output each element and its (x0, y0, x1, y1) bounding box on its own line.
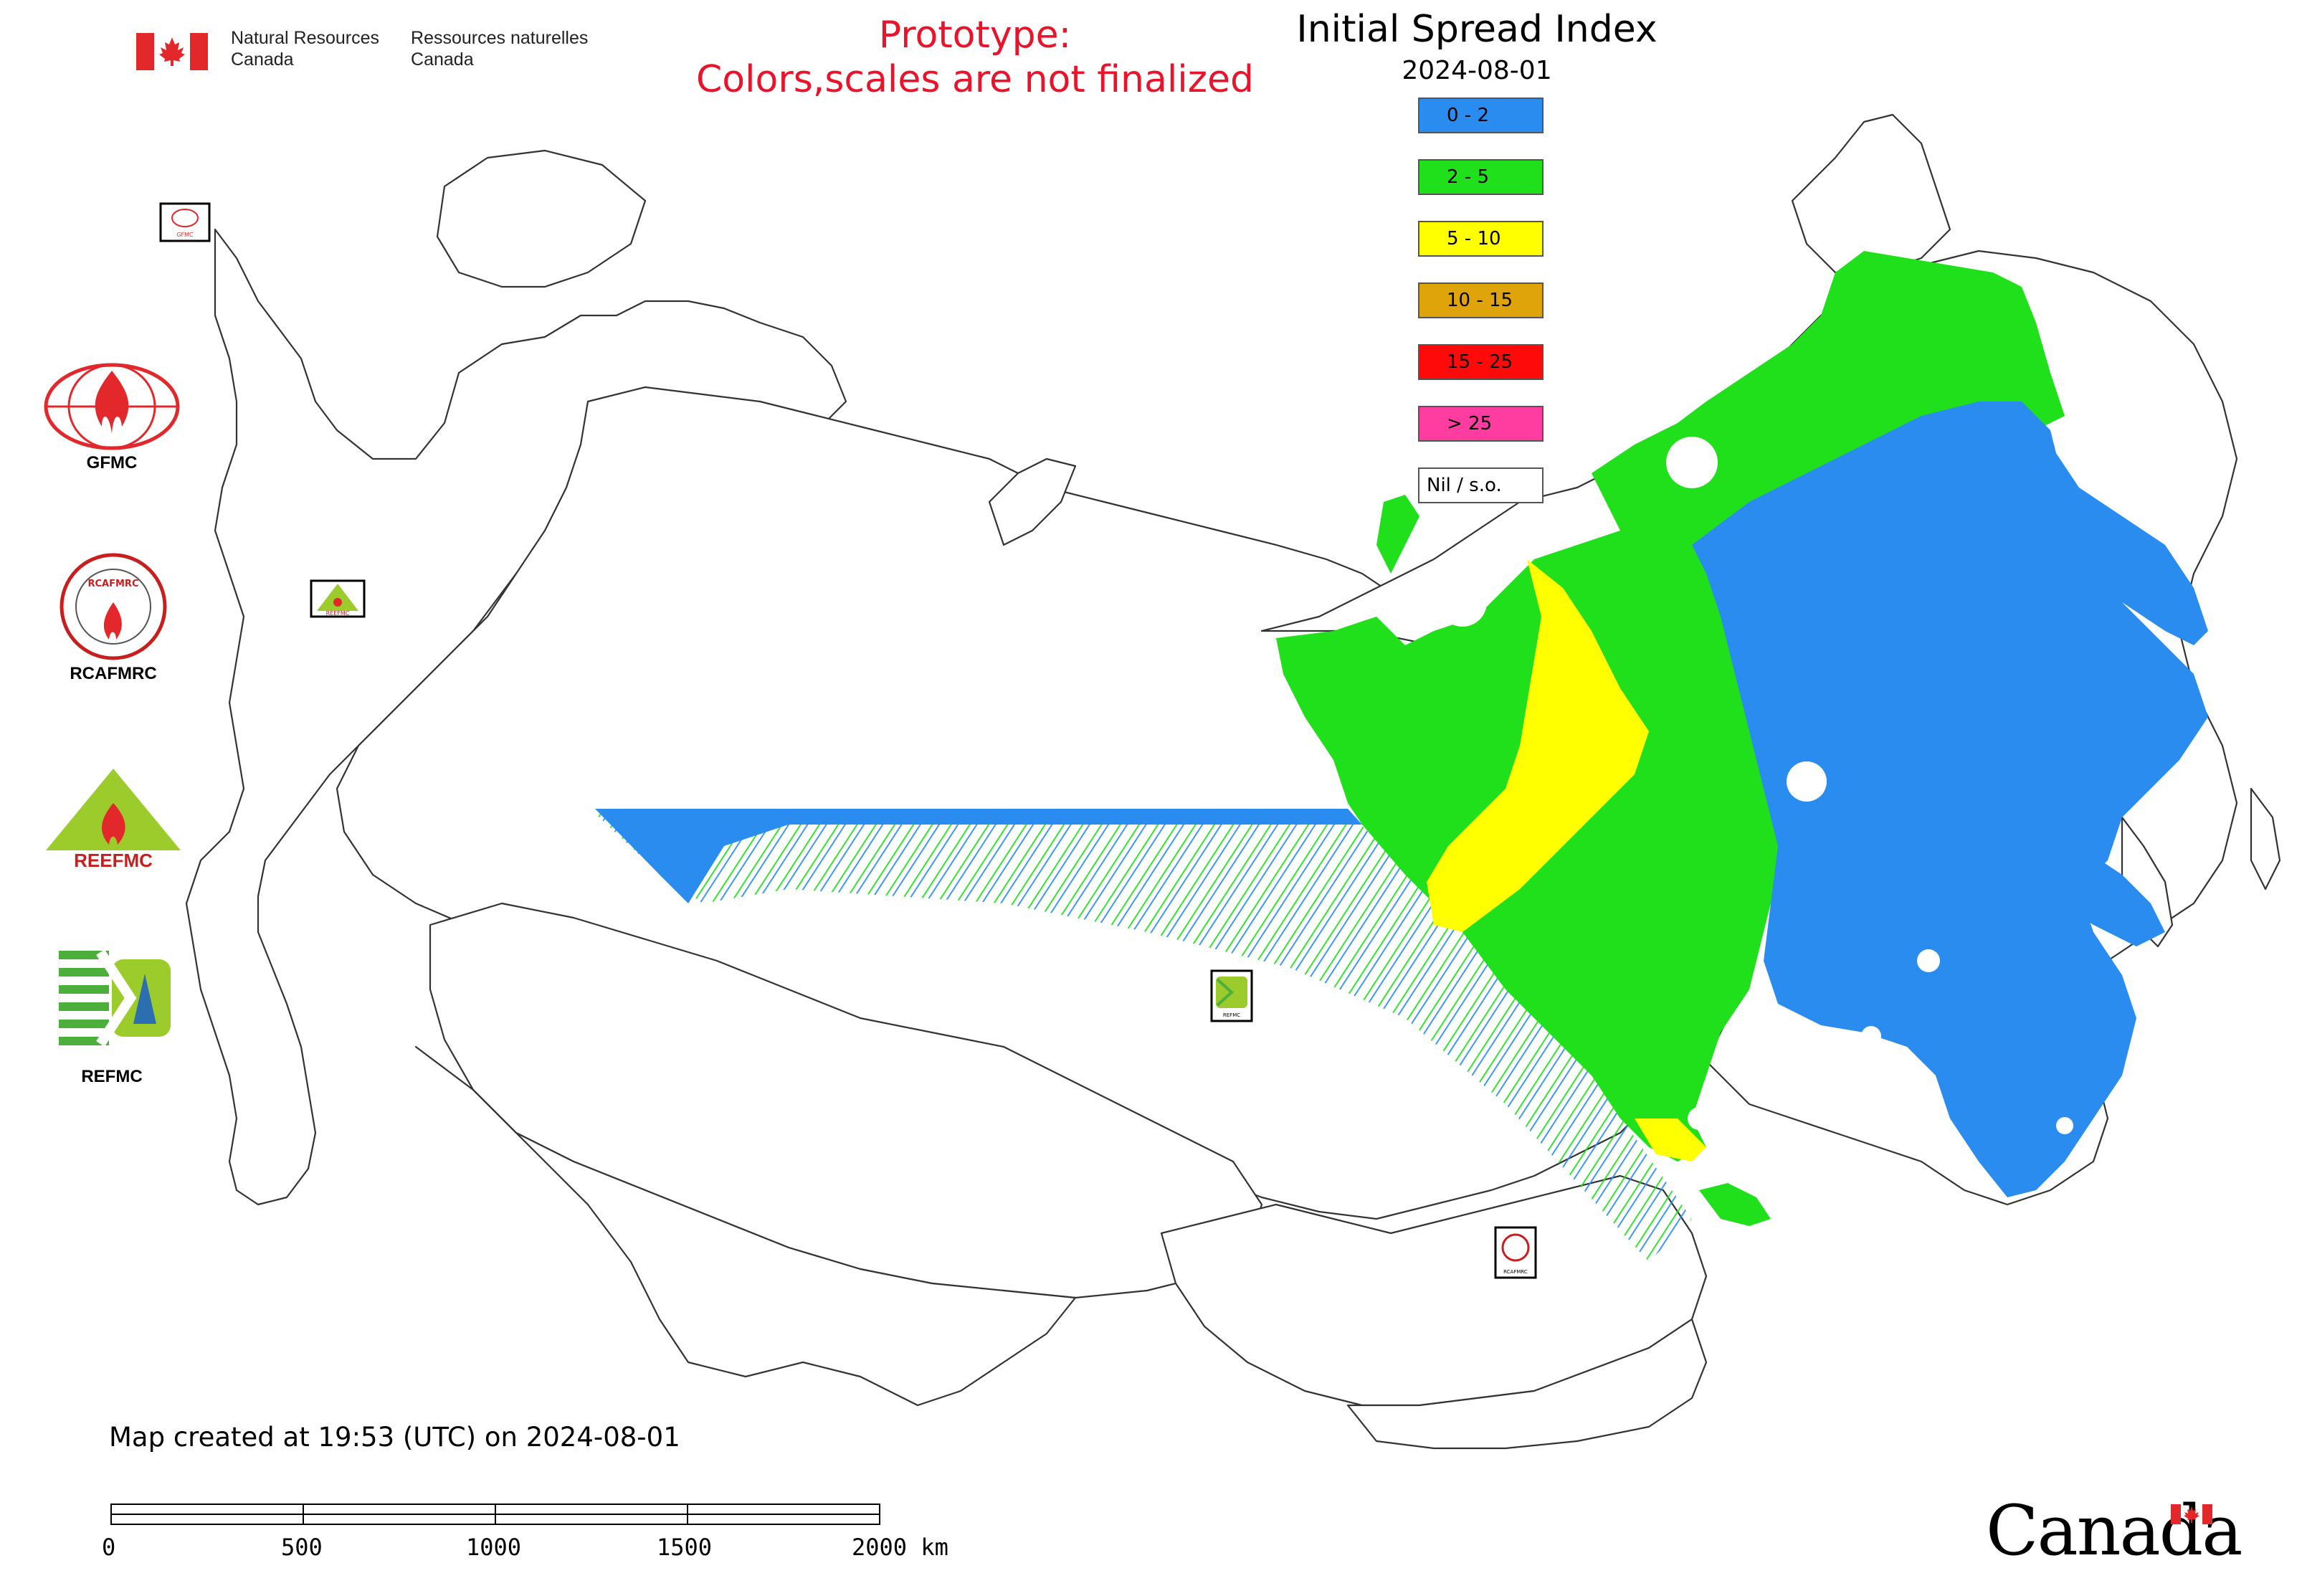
china-north-outline (1346, 1318, 1708, 1450)
nrcan-signature: Natural Resources Canada Ressources natu… (136, 27, 588, 77)
map-created-text: Map created at 19:53 (UTC) on 2024-08-01 (109, 1422, 680, 1453)
canada-wordmark: Canada (1986, 1491, 2242, 1571)
central-asia-outline (414, 1045, 1077, 1407)
refmc-logo (59, 945, 173, 1051)
svg-text:RCAFMRC: RCAFMRC (1503, 1269, 1528, 1275)
raster-blue-kamchatka (1993, 402, 2208, 645)
raster-blue-okhotsk (1993, 803, 2165, 946)
canada-wordmark-flag-icon (2171, 1504, 2212, 1524)
raster-green-island (1699, 1183, 1771, 1226)
scale-label: 0 (102, 1534, 116, 1561)
refmc-caption: REFMC (81, 1067, 143, 1086)
raster-yellow-south (1635, 1118, 1706, 1162)
raster-yellow-belt (1427, 559, 1649, 932)
map-date: 2024-08-01 (1402, 56, 1552, 85)
svg-text:RCAFMRC: RCAFMRC (88, 579, 139, 589)
rcafmrc-logo: RCAFMRC (60, 553, 167, 660)
nil-hole (1688, 1107, 1711, 1130)
gfmc-marker[interactable]: GFMC (159, 202, 211, 242)
kola-outline (436, 149, 647, 288)
legend-item: 0 - 2 (1418, 98, 1544, 133)
gfmc-caption: GFMC (86, 453, 138, 472)
isi-raster (591, 251, 2208, 1262)
scale-label: 2000 km (852, 1534, 948, 1561)
legend-item: Nil / s.o. (1418, 467, 1544, 503)
nil-hole (1666, 437, 1718, 488)
map-title: Initial Spread Index (1296, 8, 1657, 51)
raster-blue-strip (595, 809, 1362, 903)
nil-hole (2056, 1117, 2073, 1134)
reefmc-logo: REEFMC (40, 769, 186, 871)
legend-item: 15 - 25 (1418, 344, 1544, 380)
canada-flag-icon (136, 33, 208, 70)
legend-item: > 25 (1418, 406, 1544, 442)
rcafmrc-marker[interactable]: RCAFMRC (1494, 1226, 1537, 1279)
mongolia-outline (1160, 1174, 1708, 1407)
svg-text:REEFMC: REEFMC (74, 850, 153, 871)
svg-text:GFMC: GFMC (176, 232, 194, 238)
legend-item: 2 - 5 (1418, 159, 1544, 195)
nil-hole (1861, 1026, 1881, 1046)
svg-text:REFMC: REFMC (1223, 1012, 1240, 1018)
nil-hole (1917, 949, 1940, 972)
org-name-en: Natural Resources Canada (231, 28, 380, 70)
prototype-notice: Prototype: Colors,scales are not finaliz… (695, 14, 1255, 101)
nil-hole (1438, 578, 1487, 627)
org-name-fr: Ressources naturelles Canada (411, 28, 589, 70)
rcafmrc-caption: RCAFMRC (70, 664, 157, 683)
reefmc-marker[interactable]: REEFMC (310, 579, 366, 618)
raster-green-taymyr (1376, 495, 1419, 574)
scale-label: 1000 (466, 1534, 522, 1561)
nil-hole (1787, 761, 1827, 802)
scale-bar-graphic (110, 1504, 880, 1525)
gfmc-logo (44, 363, 180, 450)
raster-streak-band (591, 810, 1692, 1262)
svg-text:REEFMC: REEFMC (326, 610, 350, 617)
scale-label: 500 (281, 1534, 323, 1561)
chukotka-outline (1791, 113, 1951, 274)
scale-label: 1500 (657, 1534, 713, 1561)
legend-item: 10 - 15 (1418, 282, 1544, 318)
raster-blue-east (1692, 402, 2208, 1197)
legend-item: 5 - 10 (1418, 221, 1544, 257)
novaya-zemlya-outline (988, 457, 1077, 546)
refmc-marker[interactable]: REFMC (1210, 969, 1253, 1022)
hokkaido-outline (2250, 787, 2281, 890)
